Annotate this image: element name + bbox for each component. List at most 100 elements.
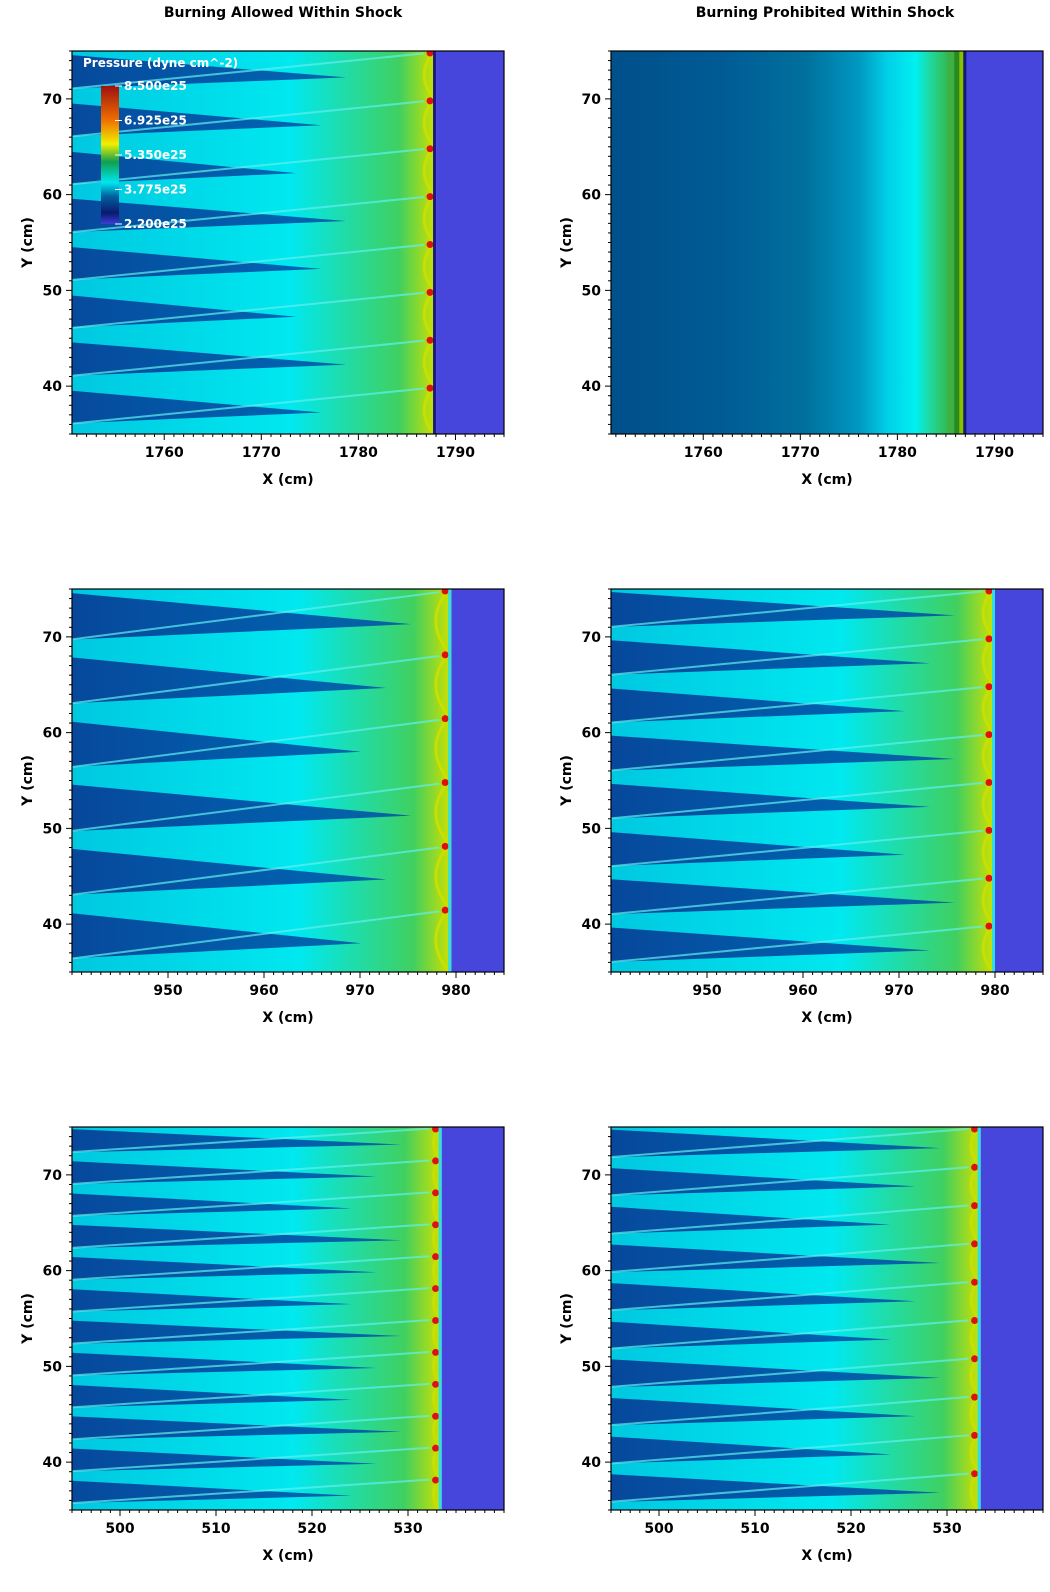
cell-wedge [611,1321,891,1349]
column-title-left: Burning Allowed Within Shock [164,5,403,21]
triple-point-track [72,1223,430,1249]
triple-point-track [72,1382,430,1409]
x-tick-label: 530 [932,1521,961,1537]
panel-top-right: 1760 1770 1780 1790 40 50 60 70 X (cm) Y (cm) [559,50,1044,488]
triple-point-track [72,1319,430,1345]
burned-region [72,589,452,972]
plot-area [72,589,504,972]
shock-front [448,589,452,972]
hot-spot [985,635,993,643]
unburned-region [980,1127,1043,1510]
hot-spot [426,193,434,201]
triple-point-track [72,100,425,138]
triple-point-track [72,591,440,641]
cell-wedge [72,151,297,184]
hot-spot [432,1317,440,1324]
front-cell [434,779,451,846]
y-tick-label: 50 [43,821,63,837]
cell-wedge [611,783,930,819]
x-axis-label: X (cm) [262,1548,313,1564]
x-tick-label: 1780 [878,445,917,461]
x-tick-label: 970 [884,983,913,999]
plot-area [72,51,504,434]
colorbar-gradient [101,86,119,224]
y-tick-label: 40 [582,1455,602,1471]
cell-wedge [611,927,930,962]
hot-spot [426,336,434,344]
y-tick-label: 70 [582,1168,602,1184]
triple-point-track [72,148,425,186]
triple-point-track [72,718,440,769]
triple-point-track [72,1414,430,1441]
triple-point-track [72,782,440,832]
reaction-band [947,51,954,434]
colorbar-label: 2.200e25 [124,217,187,231]
y-axis-label: Y (cm) [20,1293,36,1345]
cell-wedge [72,657,387,704]
x-axis-label: X (cm) [262,1010,313,1026]
y-axis-label: Y (cm) [20,217,36,269]
triple-point-track [72,52,425,90]
hot-spot [971,1127,979,1133]
triple-point-track [611,686,984,724]
cell-wedge [72,295,297,328]
triple-point-track [611,734,984,772]
x-tick-label: 510 [740,1521,769,1537]
x-tick-label: 1760 [684,445,723,461]
hot-spot [971,1317,979,1324]
unburned-region [436,51,504,434]
unburned-region [965,51,1043,434]
panels: 1760 1770 1780 1790 40 50 60 70 X (cm) Y (cm) Pres… [20,50,1044,1564]
x-axis-label: X (cm) [262,472,313,488]
x-tick-label: 500 [105,1521,134,1537]
front-cell [434,589,451,654]
hot-spot [985,874,993,882]
y-axis-label: Y (cm) [20,755,36,807]
y-tick-label: 60 [43,1264,63,1280]
hot-spot [971,1202,979,1210]
x-tick-label: 980 [980,983,1009,999]
triple-point-track [611,1434,969,1465]
hot-spot [432,1412,440,1420]
triple-point-track [72,910,440,960]
x-tick-label: 970 [345,983,374,999]
hot-spot [985,731,993,739]
x-tick-label: 1780 [339,445,378,461]
shock-front [977,1127,981,1510]
y-tick-label: 50 [43,283,63,299]
unburned-region [441,1127,504,1510]
x-tick-label: 1790 [975,445,1014,461]
triple-point-track [72,196,425,234]
burned-region [611,51,966,434]
hot-spot [432,1444,440,1452]
y-tick-label: 50 [582,821,602,837]
hot-spot [426,241,434,248]
y-tick-label: 60 [582,188,602,204]
x-tick-label: 510 [201,1521,230,1537]
y-axis-label: Y (cm) [559,1293,575,1345]
colorbar-label: 8.500e25 [124,79,187,93]
hot-spot [441,842,449,850]
colorbar: Pressure (dyne cm^-2) 8.500e25 6.925e25 5.3… [83,56,238,231]
cell-wedge [72,1289,352,1312]
hot-spot [985,779,993,786]
y-tick-label: 40 [582,379,602,395]
panel-top-left: 1760 1770 1780 1790 40 50 60 70 X (cm) Y (cm) Pres… [20,50,505,488]
triple-point-track [72,1287,430,1313]
cell-wedge [611,832,905,866]
cell-wedge [611,688,905,723]
cell-wedge [72,913,362,959]
x-axis-label: X (cm) [801,1010,852,1026]
x-tick-label: 960 [249,983,278,999]
y-tick-label: 50 [582,1359,602,1375]
colorbar-title: Pressure (dyne cm^-2) [83,56,238,70]
panel-middle-left: 950 960 970 980 40 50 60 70 X (cm) Y (cm) [20,588,505,1026]
burned-region [72,1127,442,1510]
triple-point-track [611,1281,969,1312]
hot-spot [441,651,449,659]
triple-point-track [72,1478,430,1505]
triple-point-track [611,638,984,676]
triple-point-track [72,846,440,896]
x-tick-label: 950 [153,983,182,999]
